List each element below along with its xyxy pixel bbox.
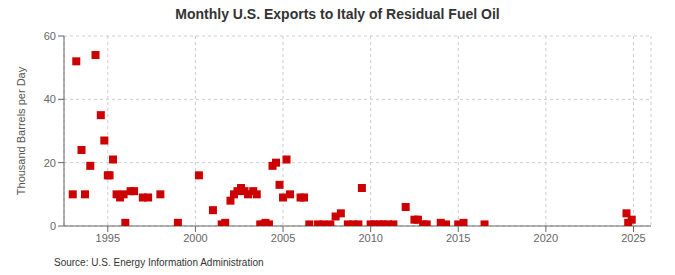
svg-text:60: 60 [44,30,56,42]
svg-text:0: 0 [50,220,56,232]
svg-text:2000: 2000 [183,232,207,244]
html-text:Source: U.S. Energy Informatio: Source: U.S. Energy Information Administ… [54,257,264,268]
svg-text:2010: 2010 [358,232,382,244]
svg-text:20: 20 [44,157,56,169]
html-text:Monthly U.S. Exports to Italy: Monthly U.S. Exports to Italy of Residua… [175,6,500,22]
svg-text:Thousand Barrels per Day: Thousand Barrels per Day [15,66,27,195]
svg-text:1995: 1995 [96,232,120,244]
svg-text:2005: 2005 [271,232,295,244]
svg-text:2015: 2015 [446,232,470,244]
svg-text:2025: 2025 [621,232,645,244]
svg-text:2020: 2020 [534,232,558,244]
svg-text:40: 40 [44,93,56,105]
